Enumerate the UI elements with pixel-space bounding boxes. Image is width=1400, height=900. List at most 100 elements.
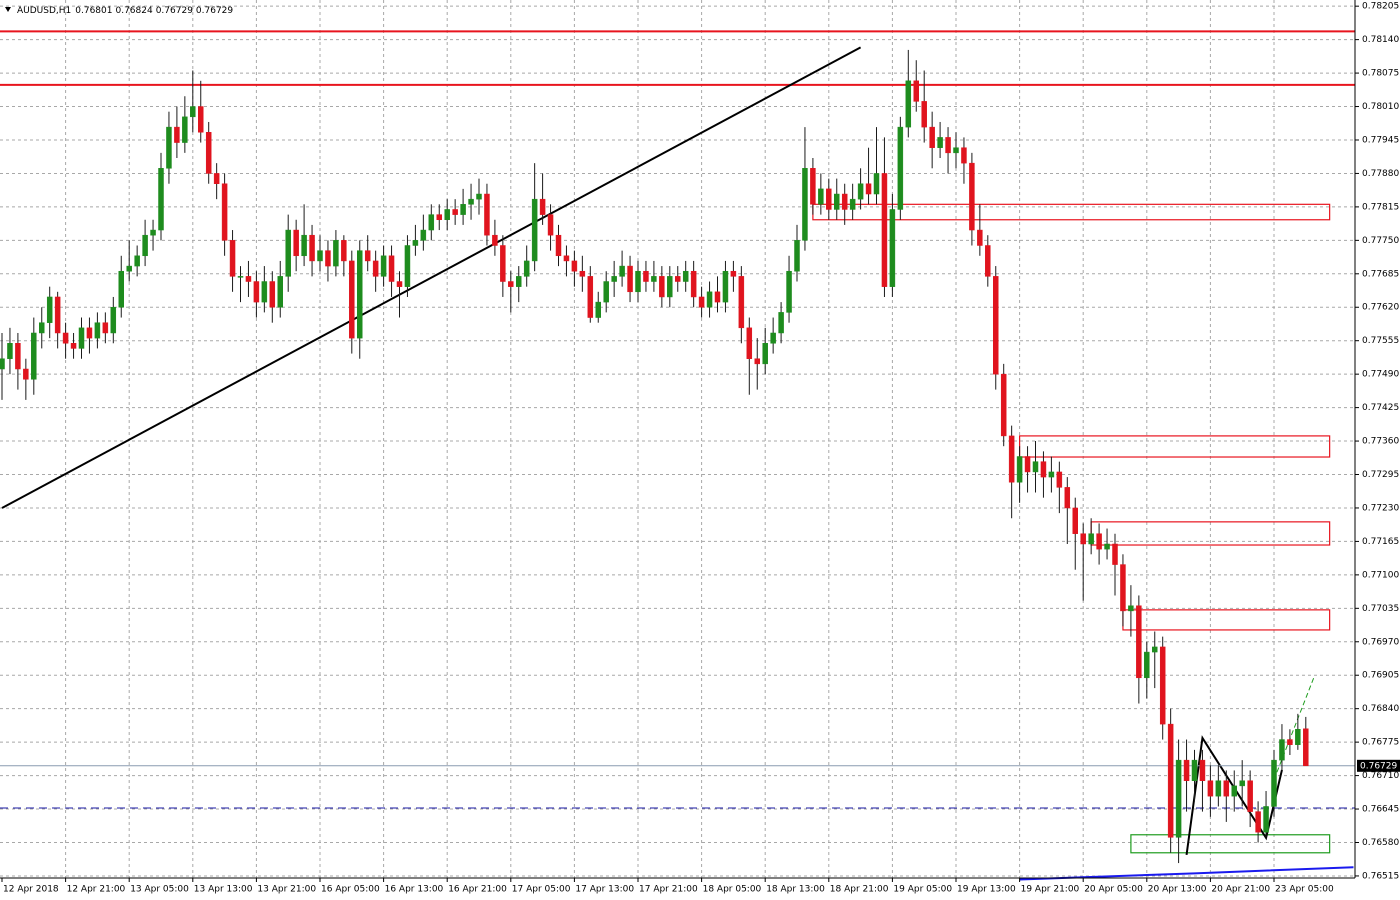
candle-body	[500, 245, 506, 282]
y-tick-label: 0.76905	[1362, 671, 1399, 681]
candle-body	[563, 255, 570, 262]
price-zone	[1130, 834, 1331, 854]
candle-body	[1287, 739, 1293, 745]
candle-body	[253, 281, 260, 303]
candle-body	[1152, 646, 1158, 653]
candle-body	[889, 209, 896, 287]
x-tick-label: 19 Apr 05:00	[893, 885, 952, 895]
candle-body	[468, 198, 474, 205]
candle-body	[1016, 456, 1023, 483]
last-high: 0.76824	[115, 6, 152, 16]
x-tick-label: 20 Apr 13:00	[1148, 885, 1207, 895]
y-tick-label: 0.77100	[1362, 570, 1399, 580]
y-tick-label: 0.77815	[1362, 202, 1399, 212]
x-tick-label: 16 Apr 21:00	[448, 885, 507, 895]
candle-body	[309, 234, 315, 262]
candle-body	[484, 193, 490, 236]
candle-body	[675, 276, 681, 282]
candle-body	[706, 291, 713, 308]
y-tick-label: 0.77880	[1362, 169, 1399, 179]
y-tick-label: 0.76840	[1362, 704, 1399, 714]
candle-body	[372, 260, 379, 277]
header-arrow	[5, 7, 11, 12]
candle-body	[690, 270, 697, 298]
y-tick-label: 0.76645	[1362, 805, 1399, 815]
candle-body	[1120, 564, 1126, 612]
candle-body	[158, 168, 164, 231]
candle-body	[1144, 651, 1150, 679]
candles	[0, 49, 1309, 864]
candle-body	[897, 126, 904, 210]
y-tick-label: 0.77360	[1362, 437, 1399, 447]
y-tick-label: 0.77945	[1362, 135, 1399, 145]
x-tick-label: 18 Apr 13:00	[766, 885, 825, 895]
x-tick-label: 20 Apr 21:00	[1211, 885, 1270, 895]
candle-body	[945, 137, 951, 154]
candle-body	[261, 281, 268, 303]
candle-body	[70, 343, 77, 349]
candle-body	[722, 270, 729, 303]
candle-body	[436, 214, 442, 221]
candle-body	[698, 296, 705, 308]
candle-body	[881, 173, 888, 287]
candle-body	[778, 312, 784, 334]
y-tick-label: 0.77425	[1362, 403, 1399, 413]
candle-body	[754, 358, 760, 365]
candle-body	[357, 250, 363, 339]
candle-body	[818, 188, 824, 205]
x-tick-label: 12 Apr 2018	[3, 885, 59, 895]
candle-body	[1231, 785, 1237, 797]
candle-body	[929, 126, 935, 148]
candle-body	[1048, 471, 1055, 478]
candle-body	[1159, 646, 1166, 725]
candle-body	[420, 229, 427, 241]
candle-body	[325, 250, 331, 267]
candle-body	[174, 126, 180, 143]
current-price-label: 0.76729	[1360, 761, 1397, 771]
y-tick-label: 0.78205	[1362, 2, 1399, 12]
candle-body	[651, 276, 657, 282]
candle-body	[444, 209, 450, 221]
candle-body	[516, 276, 522, 287]
candle-body	[1199, 759, 1206, 781]
last-open: 0.76801	[75, 6, 112, 16]
candle-body	[1183, 759, 1190, 781]
x-tick-label: 17 Apr 05:00	[512, 885, 571, 895]
candle-body	[412, 240, 419, 246]
candle-body	[452, 209, 458, 215]
candle-body	[269, 281, 276, 308]
candle-body	[865, 183, 872, 195]
y-tick-label: 0.78010	[1362, 102, 1399, 112]
candle-body	[1008, 435, 1015, 483]
candle-body	[428, 214, 435, 231]
y-tick-label: 0.76970	[1362, 637, 1399, 647]
y-tick-label: 0.76515	[1362, 871, 1399, 881]
candle-body	[1032, 461, 1039, 473]
candle-body	[23, 368, 29, 380]
x-tick-label: 19 Apr 21:00	[1021, 885, 1080, 895]
candle-body	[31, 332, 37, 380]
candle-body	[1191, 759, 1198, 781]
candle-body	[579, 270, 586, 277]
candle-body	[1128, 605, 1134, 612]
x-tick-label: 13 Apr 21:00	[257, 885, 316, 895]
candle-body	[531, 198, 538, 262]
candle-body	[1207, 780, 1214, 797]
candle-body	[0, 358, 5, 370]
candle-body	[86, 327, 93, 339]
candle-body	[102, 322, 109, 334]
candle-body	[539, 198, 546, 215]
x-tick-label: 19 Apr 13:00	[957, 885, 1016, 895]
candle-body	[571, 260, 578, 272]
candle-body	[1247, 780, 1253, 812]
current-price-box	[1357, 759, 1400, 772]
candle-body	[770, 332, 776, 344]
candle-body	[834, 193, 840, 210]
candle-body	[94, 322, 101, 339]
candle-body	[1136, 605, 1142, 679]
candle-body	[118, 270, 124, 308]
candle-body	[873, 173, 880, 195]
trend-line	[1, 46, 862, 509]
